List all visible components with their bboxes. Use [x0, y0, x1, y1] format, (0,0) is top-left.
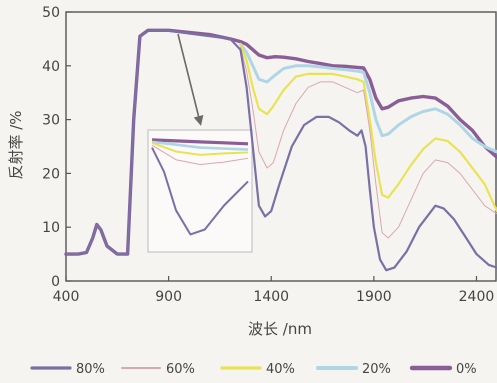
- x-tick-label: 2400: [459, 289, 495, 305]
- inset-line-40pct: [151, 141, 249, 156]
- inset-line-60pct: [151, 144, 249, 165]
- legend-label-40pct: 40%: [266, 362, 295, 377]
- y-tick-label: 20: [42, 166, 60, 182]
- x-tick-label: 400: [53, 289, 80, 305]
- y-tick-label: 50: [42, 5, 60, 21]
- arrow-line: [177, 33, 204, 126]
- x-tick-label: 900: [155, 289, 182, 305]
- inset-arrow: [177, 33, 204, 126]
- series-line-80pct: [64, 29, 497, 272]
- x-axis-label: 波长 /nm: [248, 320, 312, 338]
- chart-axes: 400 900 1400 1900 2400 0 10 20 30 40 50: [42, 5, 497, 305]
- x-tick-label: 1900: [356, 289, 392, 305]
- y-tick-label: 0: [51, 274, 60, 290]
- y-tick-label: 30: [42, 113, 60, 129]
- series-line-40pct: [239, 43, 497, 213]
- y-axis-label: 反射率 /%: [7, 110, 25, 179]
- y-tick-label: 40: [42, 59, 60, 75]
- y-tick-label: 10: [42, 220, 60, 236]
- chart-legend: 80% 60% 40% 20% 0%: [30, 362, 477, 377]
- x-tick-label: 1400: [253, 289, 289, 305]
- legend-label-80pct: 80%: [76, 362, 105, 377]
- series-line-60pct: [240, 46, 497, 239]
- inset-line-80pct: [151, 147, 249, 236]
- legend-label-0pct: 0%: [456, 362, 477, 377]
- legend-label-20pct: 20%: [362, 362, 391, 377]
- series-lines: [64, 28, 497, 272]
- series-line-20pct: [239, 42, 497, 154]
- inset-line-0pct: [151, 138, 249, 146]
- plot-frame: [65, 11, 497, 282]
- zoom-inset: [147, 129, 253, 253]
- legend-label-60pct: 60%: [166, 362, 195, 377]
- inset-line-20pct: [151, 140, 249, 151]
